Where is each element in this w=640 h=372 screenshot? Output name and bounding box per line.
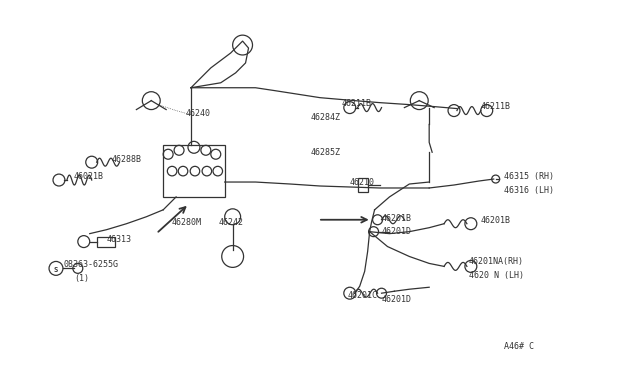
Text: 4620 N (LH): 4620 N (LH) <box>469 271 524 280</box>
Bar <box>163 145 225 197</box>
Text: 46211B: 46211B <box>342 99 372 108</box>
Text: 46201D: 46201D <box>381 227 412 235</box>
Text: 08363-6255G: 08363-6255G <box>64 260 119 269</box>
Text: 46201B: 46201B <box>381 214 412 223</box>
Text: A46# C: A46# C <box>504 342 534 351</box>
Text: 46284Z: 46284Z <box>310 113 340 122</box>
Text: 46211B: 46211B <box>481 102 511 110</box>
Text: 46201NA(RH): 46201NA(RH) <box>469 257 524 266</box>
Text: 46240: 46240 <box>186 109 211 118</box>
Text: 46316 (LH): 46316 (LH) <box>504 186 554 195</box>
Text: 46201C: 46201C <box>348 291 378 300</box>
Text: S: S <box>53 267 57 273</box>
Text: (1): (1) <box>74 274 89 283</box>
Text: 46285Z: 46285Z <box>310 148 340 157</box>
Text: 46201D: 46201D <box>381 295 412 304</box>
Text: 46313: 46313 <box>107 235 132 244</box>
Text: 46315 (RH): 46315 (RH) <box>504 172 554 181</box>
Text: 46210: 46210 <box>350 178 375 187</box>
Text: 46280M: 46280M <box>171 218 201 227</box>
Text: 46288B: 46288B <box>111 155 141 164</box>
Text: 46201B: 46201B <box>481 216 511 225</box>
Bar <box>97 237 115 247</box>
Text: 46021B: 46021B <box>74 172 104 181</box>
Text: 46242: 46242 <box>219 218 244 227</box>
Bar <box>358 178 367 192</box>
